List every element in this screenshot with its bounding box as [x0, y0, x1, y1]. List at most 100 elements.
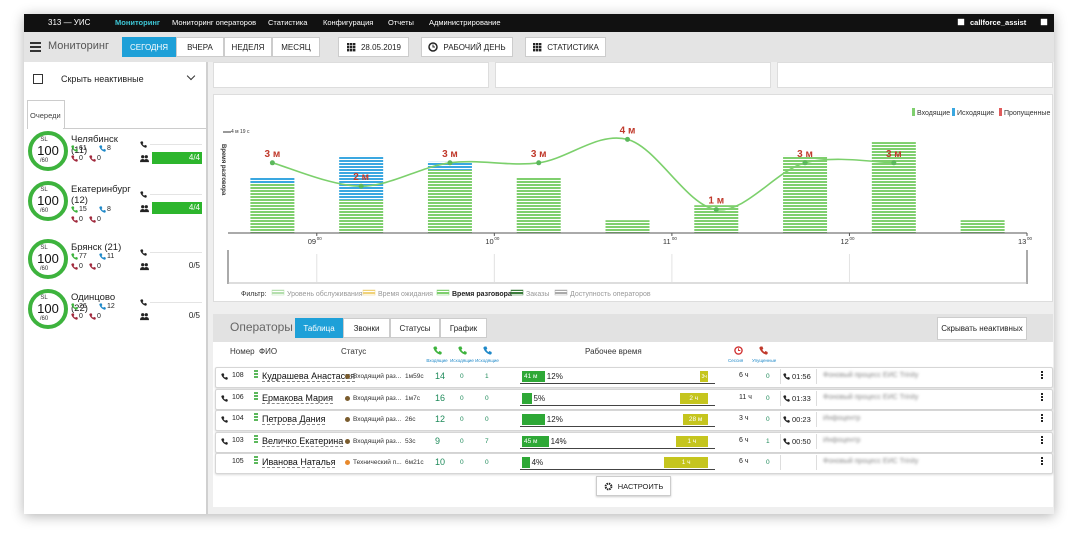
operator-status: Входящий раз...: [353, 437, 402, 445]
period-tab[interactable]: МЕСЯЦ: [272, 37, 320, 57]
operator-calls: 14: [435, 371, 446, 381]
sl-ring: [28, 239, 68, 279]
sl-label: SL: [40, 187, 48, 193]
operator-missed: 1: [766, 437, 770, 445]
hide-inactive-button[interactable]: Скрывать неактивных: [937, 317, 1027, 340]
nav-item[interactable]: Отчеты: [388, 18, 414, 27]
nav-item[interactable]: Конфигурация: [323, 18, 374, 27]
work-active-bar: 45 м: [522, 435, 549, 447]
operator-calls: 1: [485, 373, 489, 380]
row-menu-dot[interactable]: [1041, 435, 1043, 438]
operator-ext: 105: [232, 458, 244, 466]
operator-duration: 6м21с: [405, 459, 424, 467]
operator-row[interactable]: [215, 410, 1053, 432]
row-menu-dot[interactable]: [1041, 438, 1043, 441]
operators-tab[interactable]: График: [440, 318, 487, 338]
operator-row[interactable]: [215, 388, 1053, 410]
x-tick-label: 10: [485, 237, 493, 246]
row-menu-dot[interactable]: [1041, 420, 1043, 423]
operator-session: 6 ч: [739, 436, 749, 444]
period-tab[interactable]: НЕДЕЛЯ: [224, 37, 272, 57]
talk-time-point: [447, 160, 453, 166]
bar-outgoing: [250, 177, 295, 184]
row-menu-dot[interactable]: [1041, 457, 1043, 460]
operator-duration: 53с: [405, 437, 416, 445]
work-pause-bar: 1 ч: [664, 457, 708, 469]
agents-bar: [152, 202, 202, 214]
work-pct: 14%: [550, 436, 567, 446]
hide-inactive-label[interactable]: Скрыть неактивные: [61, 74, 144, 84]
agents-label: 0/5: [188, 261, 200, 270]
operators-tab[interactable]: Таблица: [295, 318, 343, 338]
nav-item[interactable]: Администрирование: [429, 18, 501, 27]
operator-ext: 103: [232, 436, 244, 444]
agents-track: 0/5: [152, 260, 202, 272]
operators-tab[interactable]: Звонки: [343, 318, 390, 338]
queue-outgoing: 11: [107, 253, 115, 260]
operator-name[interactable]: Величко Екатерина: [262, 435, 344, 447]
row-menu-dot[interactable]: [1041, 417, 1043, 420]
toolbar-button[interactable]: РАБОЧИЙ ДЕНЬ: [421, 37, 513, 57]
column-header: Рабочее время: [585, 347, 642, 356]
operators-tab-label: Таблица: [303, 323, 335, 333]
row-menu-dot[interactable]: [1041, 377, 1043, 379]
operator-row[interactable]: [215, 367, 1053, 388]
operators-tab[interactable]: Статусы: [390, 318, 440, 338]
operator-name[interactable]: Ермакова Мария: [262, 392, 333, 404]
operator-session: 3 ч: [739, 415, 749, 423]
grid-icon: [346, 43, 356, 52]
bar-incoming: [516, 177, 561, 233]
row-menu-dot[interactable]: [1041, 460, 1043, 463]
phone-icon: [221, 416, 228, 423]
operator-name[interactable]: Кудрашева Анастасия: [262, 371, 356, 382]
operator-duration: 1м59с: [405, 373, 424, 380]
operator-name[interactable]: Иванова Наталья: [262, 457, 336, 469]
operator-calls: 7: [485, 437, 489, 445]
nav-item[interactable]: Мониторинг операторов: [172, 18, 257, 27]
sl-ring: [28, 289, 68, 329]
talk-time-point: [358, 183, 364, 189]
x-tick-label: 13: [1018, 237, 1026, 246]
sl-ring: [28, 131, 68, 171]
operator-time: 00:23: [792, 415, 811, 425]
row-menu-dot[interactable]: [1041, 463, 1043, 466]
period-tab[interactable]: ВЧЕРА: [176, 37, 224, 57]
talk-time-label: 3 м: [442, 149, 458, 160]
operator-time: 01:33: [792, 393, 811, 403]
row-menu-dot[interactable]: [1041, 395, 1043, 398]
tab-label[interactable]: Очереди: [30, 111, 61, 120]
nav-item[interactable]: Статистика: [268, 18, 308, 27]
operator-ext: 106: [232, 393, 244, 401]
toolbar-button[interactable]: 28.05.2019: [338, 37, 409, 57]
period-tab[interactable]: СЕГОДНЯ: [122, 37, 176, 57]
row-menu-dot[interactable]: [1041, 441, 1043, 444]
sl-ring: [28, 181, 68, 221]
user-name[interactable]: callforce_assist: [970, 18, 1027, 27]
configure-button[interactable]: НАСТРОИТЬ: [596, 476, 671, 496]
tab[interactable]: [27, 100, 65, 129]
work-pause-label: 3ч: [701, 373, 707, 380]
toolbar-button[interactable]: СТАТИСТИКА: [525, 37, 606, 57]
operator-row[interactable]: [215, 453, 1053, 475]
nav-item[interactable]: Мониторинг: [115, 18, 160, 27]
operator-ext: 104: [232, 415, 244, 423]
bar-incoming: [427, 169, 472, 233]
talk-time-point: [625, 136, 630, 142]
row-menu-dot[interactable]: [1041, 392, 1043, 395]
row-menu-dot[interactable]: [1041, 398, 1043, 401]
column-sublabel: Исходящие: [475, 358, 499, 363]
queue-name: Екатеринбург (12): [71, 184, 131, 206]
row-menu-dot[interactable]: [1041, 374, 1043, 376]
queue-line: [150, 302, 202, 303]
row-menu-dot[interactable]: [1041, 414, 1043, 417]
status-stripe: [254, 437, 258, 440]
work-pct: 12%: [546, 415, 563, 425]
status-stripe: [254, 459, 258, 462]
checkbox[interactable]: [33, 74, 43, 84]
row-menu-dot[interactable]: [1041, 371, 1043, 373]
operator-row[interactable]: [215, 431, 1053, 453]
operator-name[interactable]: Петрова Дания: [262, 414, 326, 426]
work-active-bar: [522, 414, 545, 426]
row-divider: [816, 433, 817, 449]
operator-session: 6 ч: [739, 458, 749, 466]
